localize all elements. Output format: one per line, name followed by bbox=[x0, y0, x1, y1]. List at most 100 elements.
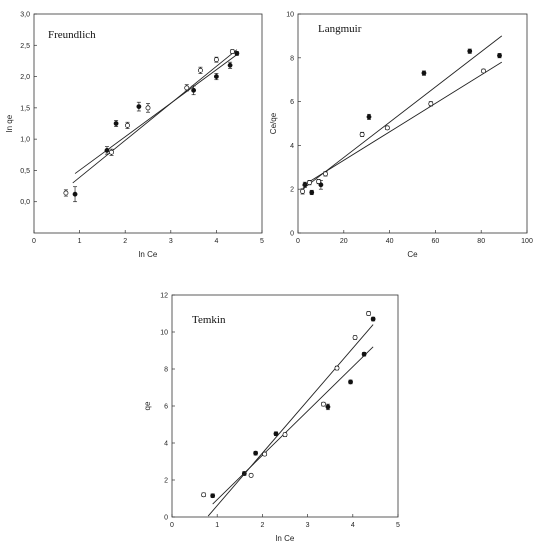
langmuir-data-point-open bbox=[481, 68, 486, 74]
temkin-data-point-filled bbox=[253, 450, 259, 456]
temkin-x-tick-label: 5 bbox=[396, 522, 400, 529]
langmuir-data-point-open bbox=[316, 179, 322, 184]
temkin-data-point-filled bbox=[273, 431, 279, 437]
temkin-data-point-filled bbox=[348, 379, 353, 385]
temkin-plot-frame bbox=[171, 294, 399, 518]
temkin-series-filled bbox=[210, 316, 376, 505]
langmuir-y-axis-label: Ce/qe bbox=[269, 112, 278, 134]
freundlich-data-point-filled bbox=[234, 51, 240, 56]
freundlich-y-tick-label: 1,0 bbox=[20, 137, 30, 144]
freundlich-y-tick-label: 2,0 bbox=[20, 74, 30, 81]
langmuir-series-open bbox=[300, 61, 503, 195]
langmuir-data-point-filled bbox=[421, 70, 427, 76]
langmuir-y-tick-label: 0 bbox=[290, 231, 294, 238]
freundlich-data-point-open bbox=[125, 122, 130, 128]
freundlich-data-point-filled bbox=[113, 121, 119, 126]
temkin-y-tick-label: 12 bbox=[160, 293, 168, 300]
langmuir-x-axis-label: Ce bbox=[407, 250, 418, 259]
freundlich-x-tick-label: 0 bbox=[32, 238, 36, 245]
temkin-y-tick-label: 2 bbox=[164, 478, 168, 485]
langmuir-data-point-filled bbox=[497, 53, 502, 59]
temkin-y-tick-label: 6 bbox=[164, 404, 168, 411]
langmuir-y-tick-label: 6 bbox=[290, 99, 294, 106]
temkin-x-tick-label: 2 bbox=[260, 522, 264, 529]
temkin-x-tick-label: 4 bbox=[351, 522, 355, 529]
freundlich-y-tick-label: 3,0 bbox=[20, 12, 30, 19]
langmuir-x-tick-label: 100 bbox=[521, 238, 533, 245]
temkin-data-point-filled bbox=[210, 493, 216, 499]
freundlich-data-point-filled bbox=[213, 74, 219, 79]
langmuir-plot-frame bbox=[297, 13, 528, 234]
langmuir-data-point-open bbox=[323, 171, 328, 177]
freundlich-data-point-filled bbox=[136, 104, 142, 110]
temkin-data-point-open bbox=[352, 335, 358, 340]
freundlich-data-point-open bbox=[213, 57, 219, 63]
langmuir-data-point-open bbox=[359, 131, 365, 137]
freundlich-y-tick-label: 0,0 bbox=[20, 199, 30, 206]
langmuir-x-tick-label: 60 bbox=[432, 238, 440, 245]
langmuir-y-tick-label: 10 bbox=[286, 12, 294, 19]
freundlich-title: Freundlich bbox=[48, 29, 96, 41]
temkin-y-tick-label: 10 bbox=[160, 330, 168, 337]
langmuir-data-point-open bbox=[300, 188, 306, 194]
langmuir-data-point-open bbox=[384, 125, 390, 131]
freundlich-data-point-open bbox=[63, 190, 69, 196]
freundlich-data-point-open bbox=[184, 85, 190, 91]
freundlich-data-point-filled bbox=[104, 148, 110, 153]
freundlich-data-point-open bbox=[145, 105, 151, 111]
temkin-data-point-open bbox=[248, 472, 254, 478]
freundlich-series-open bbox=[63, 49, 238, 197]
freundlich-data-point-open bbox=[109, 149, 114, 155]
freundlich-y-tick-label: 1,5 bbox=[20, 105, 30, 112]
freundlich-x-tick-label: 5 bbox=[260, 238, 264, 245]
freundlich-data-point-filled bbox=[72, 191, 78, 197]
temkin-data-point-filled bbox=[325, 404, 331, 410]
freundlich-x-tick-label: 1 bbox=[78, 238, 82, 245]
langmuir-series-filled bbox=[302, 35, 503, 196]
langmuir-fit-line-open bbox=[302, 61, 503, 187]
freundlich-plot-frame bbox=[33, 13, 263, 234]
langmuir-x-tick-label: 40 bbox=[386, 238, 394, 245]
langmuir-data-point-filled bbox=[366, 114, 372, 120]
langmuir-data-point-filled bbox=[467, 48, 473, 54]
langmuir-x-tick-label: 0 bbox=[296, 238, 300, 245]
langmuir-data-point-filled bbox=[309, 190, 315, 195]
freundlich-x-tick-label: 2 bbox=[123, 238, 127, 245]
freundlich-series-filled bbox=[72, 51, 240, 203]
langmuir-x-tick-label: 20 bbox=[340, 238, 348, 245]
freundlich-chart: 0 1 2 3 4 5 0,0 0,5 1,0 1,5 2,0 2,5 3,0 ln Ce ln qe Fre… bbox=[5, 12, 264, 260]
temkin-x-tick-label: 0 bbox=[170, 522, 174, 529]
temkin-y-tick-label: 8 bbox=[164, 367, 168, 374]
freundlich-y-axis-label: ln qe bbox=[5, 114, 14, 132]
temkin-y-tick-label: 0 bbox=[164, 515, 168, 522]
langmuir-data-point-open bbox=[307, 180, 312, 186]
langmuir-x-tick-label: 80 bbox=[477, 238, 485, 245]
temkin-data-point-filled bbox=[370, 316, 376, 322]
freundlich-data-point-filled bbox=[191, 87, 196, 93]
freundlich-x-tick-label: 4 bbox=[214, 238, 218, 245]
langmuir-title: Langmuir bbox=[318, 23, 362, 35]
langmuir-y-tick-label: 8 bbox=[290, 55, 294, 62]
temkin-title: Temkin bbox=[192, 314, 226, 326]
temkin-y-tick-label: 4 bbox=[164, 441, 168, 448]
temkin-x-axis-label: ln Ce bbox=[276, 534, 295, 543]
temkin-data-point-open bbox=[334, 365, 340, 371]
langmuir-fit-line-filled bbox=[302, 35, 503, 190]
langmuir-data-point-open bbox=[428, 101, 434, 107]
freundlich-fit-line-filled bbox=[74, 54, 238, 174]
langmuir-y-tick-label: 2 bbox=[290, 187, 294, 194]
temkin-x-tick-label: 1 bbox=[215, 522, 219, 529]
temkin-y-axis-label: qe bbox=[143, 401, 152, 410]
freundlich-y-tick-label: 2,5 bbox=[20, 43, 30, 50]
freundlich-fit-line-open bbox=[72, 49, 238, 184]
freundlich-data-point-open bbox=[229, 49, 235, 54]
temkin-fit-line-open bbox=[207, 324, 374, 517]
temkin-data-point-open bbox=[262, 451, 268, 457]
temkin-series-open bbox=[201, 311, 374, 517]
temkin-data-point-open bbox=[282, 432, 288, 438]
temkin-data-point-filled bbox=[361, 351, 367, 357]
temkin-x-tick-label: 3 bbox=[306, 522, 310, 529]
freundlich-data-point-open bbox=[197, 67, 203, 73]
